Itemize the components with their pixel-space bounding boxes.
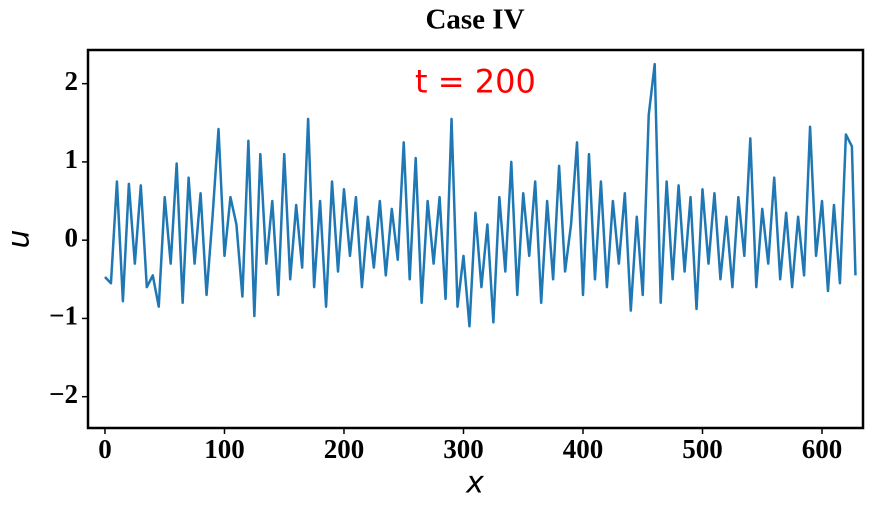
- x-tick-label: 600: [802, 434, 843, 464]
- y-tick-label: 0: [65, 222, 79, 252]
- y-tick-label: −1: [49, 301, 78, 331]
- x-tick-label: 500: [682, 434, 723, 464]
- x-tick-label: 300: [443, 434, 484, 464]
- x-tick-label: 100: [204, 434, 245, 464]
- y-tick-label: 2: [65, 66, 79, 96]
- y-tick-label: 1: [65, 144, 79, 174]
- x-axis-label: x: [465, 466, 484, 501]
- chart-title: Case IV: [425, 4, 524, 36]
- x-tick-label: 200: [324, 434, 365, 464]
- y-axis-label: u: [2, 229, 37, 248]
- x-tick-label: 400: [563, 434, 604, 464]
- plot-frame: [86, 48, 865, 430]
- annotation: t = 200: [415, 63, 536, 101]
- x-tick-label: 0: [98, 434, 112, 464]
- y-tick-label: −2: [49, 379, 78, 409]
- data-line: [104, 62, 857, 328]
